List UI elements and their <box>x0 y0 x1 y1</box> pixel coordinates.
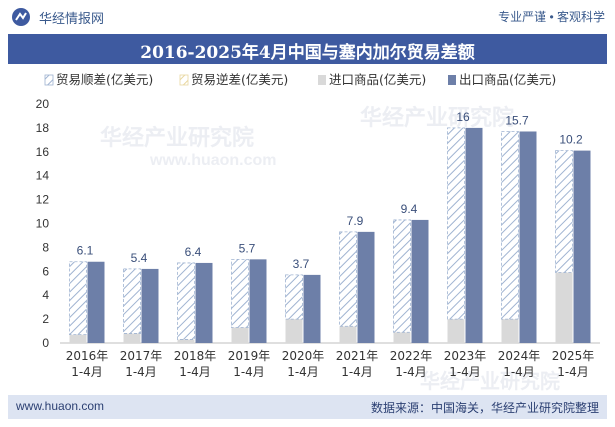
surplus-bar <box>231 258 249 328</box>
x-tick-label: 1-4月 <box>179 365 211 379</box>
legend-swatch <box>179 74 189 86</box>
export-bar <box>249 259 267 343</box>
x-tick-label: 1-4月 <box>233 365 265 379</box>
site-name[interactable]: 华经情报网 <box>39 11 105 26</box>
y-tick-label: 4 <box>42 288 49 302</box>
data-label: 10.2 <box>559 133 583 147</box>
export-bar <box>141 268 159 343</box>
y-tick-label: 20 <box>36 97 50 111</box>
slogan: 专业严谨 • 客观科学 <box>498 10 605 24</box>
y-tick-label: 12 <box>36 193 50 207</box>
surplus-bar <box>177 262 195 340</box>
legend-label: 出口商品(亿美元) <box>459 72 556 87</box>
data-label: 7.9 <box>347 214 364 228</box>
x-tick-label: 2017年 <box>120 349 163 363</box>
x-tick-label: 2018年 <box>174 349 217 363</box>
y-tick-label: 8 <box>42 240 49 254</box>
x-tick-label: 1-4月 <box>449 365 481 379</box>
x-tick-label: 1-4月 <box>287 365 319 379</box>
y-tick-label: 2 <box>42 312 49 326</box>
chart-title: 2016-2025年4月中国与塞内加尔贸易差额 <box>140 43 475 63</box>
import-bar <box>555 272 573 343</box>
logo-icon <box>12 8 30 26</box>
export-bar <box>573 150 591 343</box>
top-bar: 华经情报网 专业严谨 • 客观科学 <box>0 0 615 34</box>
y-tick-label: 10 <box>36 217 50 231</box>
chart: 贸易顺差(亿美元) 贸易逆差(亿美元) 进口商品(亿美元) 出口商品(亿美元) 0 2 4 6… <box>36 72 600 379</box>
import-bar <box>231 327 249 343</box>
import-bar <box>393 332 411 343</box>
import-bar <box>285 319 303 343</box>
surplus-bar <box>501 131 519 320</box>
footer-bar: www.huaon.com 数据来源：中国海关，华经产业研究院整理 <box>8 395 607 419</box>
y-tick-label: 0 <box>42 336 49 350</box>
x-tick-label: 1-4月 <box>71 365 103 379</box>
data-label: 9.4 <box>401 202 418 216</box>
data-label: 5.7 <box>239 241 256 255</box>
export-bar <box>411 219 429 343</box>
surplus-bar <box>447 127 465 320</box>
export-bar <box>303 274 321 343</box>
surplus-bar <box>69 261 87 336</box>
import-bar <box>447 319 465 343</box>
y-tick-label: 16 <box>36 145 50 159</box>
y-tick-label: 14 <box>36 169 50 183</box>
x-tick-label: 1-4月 <box>125 365 157 379</box>
import-bar <box>177 339 195 343</box>
x-tick-label: 2020年 <box>282 349 325 363</box>
import-bar <box>501 319 519 343</box>
legend-label: 贸易顺差(亿美元) <box>56 72 153 87</box>
import-bar <box>339 326 357 343</box>
legend-swatch <box>448 75 456 85</box>
surplus-bar <box>339 231 357 327</box>
export-bar <box>195 262 213 343</box>
y-tick-label: 6 <box>42 264 49 278</box>
footer-url[interactable]: www.huaon.com <box>16 399 105 413</box>
export-bar <box>519 131 537 343</box>
x-tick-label: 2022年 <box>390 349 433 363</box>
import-bar <box>123 333 141 343</box>
export-bar <box>465 127 483 344</box>
legend-swatch <box>44 74 54 86</box>
data-label: 6.1 <box>77 244 94 258</box>
data-label: 15.7 <box>505 113 529 127</box>
x-tick-label: 2016年 <box>66 349 109 363</box>
x-tick-label: 1-4月 <box>557 365 589 379</box>
x-tick-label: 1-4月 <box>503 365 535 379</box>
data-label: 3.7 <box>293 257 310 271</box>
x-tick-label: 2024年 <box>498 349 541 363</box>
data-label: 6.4 <box>185 245 202 259</box>
legend-label: 进口商品(亿美元) <box>329 72 426 87</box>
surplus-bar <box>123 268 141 334</box>
title-bar: 2016-2025年4月中国与塞内加尔贸易差额 <box>8 34 607 64</box>
x-tick-label: 1-4月 <box>341 365 373 379</box>
data-label: 16 <box>456 110 470 124</box>
legend-swatch <box>318 75 326 85</box>
data-label: 5.4 <box>131 251 148 265</box>
x-tick-label: 2019年 <box>228 349 271 363</box>
x-tick-label: 1-4月 <box>395 365 427 379</box>
surplus-bar <box>555 150 573 273</box>
surplus-bar <box>285 274 303 320</box>
y-tick-label: 18 <box>36 121 50 135</box>
x-tick-label: 2025年 <box>552 349 595 363</box>
x-tick-label: 2023年 <box>444 349 487 363</box>
legend-label: 贸易逆差(亿美元) <box>191 72 288 87</box>
export-bar <box>87 261 105 343</box>
surplus-bar <box>393 219 411 333</box>
x-tick-label: 2021年 <box>336 349 379 363</box>
data-source: 数据来源：中国海关，华经产业研究院整理 <box>370 401 599 415</box>
import-bar <box>69 334 87 343</box>
export-bar <box>357 231 375 343</box>
